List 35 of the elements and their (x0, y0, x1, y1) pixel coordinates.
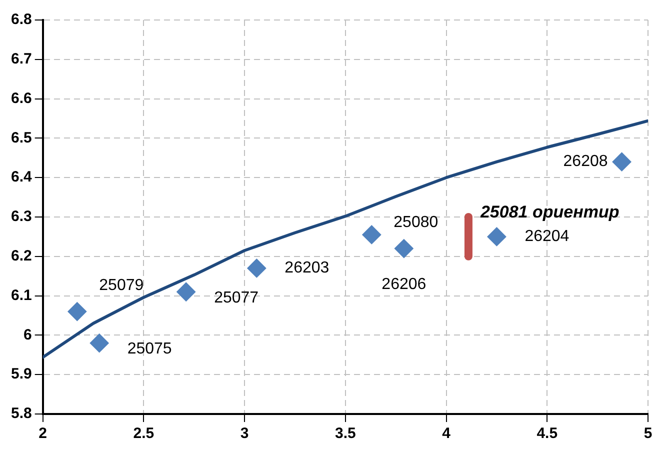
x-tick-label: 2 (38, 425, 48, 442)
y-tick-label: 5.8 (10, 405, 32, 422)
point (247, 258, 266, 278)
y-tick-label: 6.6 (10, 90, 32, 107)
annotation: 25077 (214, 289, 259, 306)
point (394, 239, 414, 258)
annotation: 26203 (284, 260, 330, 277)
y-tick-label: 6.8 (10, 11, 32, 28)
annotation: 25079 (99, 276, 144, 294)
y-tick-label: 6.4 (10, 168, 32, 186)
x-tick-label: 5 (644, 425, 652, 442)
y-tick-label: 6.2 (10, 248, 32, 265)
point (90, 334, 109, 353)
series-label: 25081 ориентир (479, 202, 620, 222)
x-tick-label: 4.5 (536, 425, 558, 442)
y-tick-label: 6.3 (10, 208, 32, 226)
annotation: 25075 (127, 340, 172, 358)
annotation: 26206 (382, 276, 426, 293)
point (68, 302, 87, 322)
y-tick-label: 6 (24, 326, 32, 344)
annotation: 26204 (524, 228, 570, 246)
point (612, 152, 632, 172)
point (487, 227, 506, 246)
y-tick-label: 6.5 (10, 129, 32, 146)
x-tick-label: 4 (442, 425, 452, 442)
annotation: 25080 (394, 214, 438, 232)
y-tick-label: 6.7 (10, 50, 32, 68)
y-tick-label: 5.9 (10, 366, 32, 383)
annotation: 26208 (563, 153, 608, 170)
point (176, 282, 196, 302)
x-tick-label: 3 (240, 425, 249, 442)
point (362, 225, 382, 244)
y-tick-label: 6.1 (10, 286, 32, 304)
x-tick-label: 3.5 (334, 425, 356, 442)
x-tick-label: 2.5 (133, 425, 154, 442)
